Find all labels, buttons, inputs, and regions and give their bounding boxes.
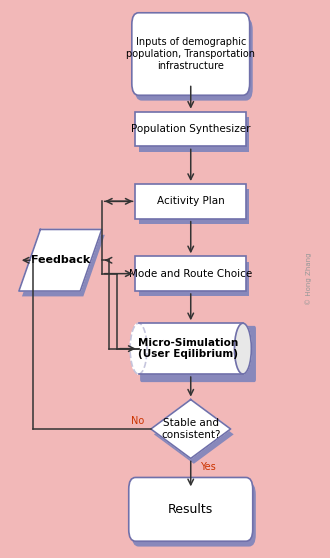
FancyBboxPatch shape [129,478,253,541]
Ellipse shape [130,323,147,374]
Text: © Hong Zhang: © Hong Zhang [306,253,312,305]
Polygon shape [151,400,231,459]
Bar [139,323,243,374]
Text: Population Synthesizer: Population Synthesizer [131,124,250,134]
Text: Acitivity Plan: Acitivity Plan [157,196,225,206]
Text: No: No [131,416,144,426]
Text: Stable and
consistent?: Stable and consistent? [161,418,220,440]
Polygon shape [22,235,105,296]
Polygon shape [19,229,102,291]
FancyBboxPatch shape [135,18,253,100]
Bar [136,112,246,146]
Text: Micro-Simulation
(User Eqilibrium): Micro-Simulation (User Eqilibrium) [138,338,238,359]
Bar [136,256,246,291]
Text: Feedback: Feedback [31,255,90,265]
Text: Yes: Yes [200,462,216,472]
Bar [139,189,249,224]
Bar [139,117,249,152]
FancyBboxPatch shape [140,326,256,382]
FancyBboxPatch shape [132,483,256,547]
Bar [136,184,246,219]
Bar [139,262,249,296]
Text: Results: Results [168,503,214,516]
Text: Inputs of demographic
population, Transportation
infrastructure: Inputs of demographic population, Transp… [126,37,255,71]
FancyBboxPatch shape [132,13,250,95]
Ellipse shape [235,323,251,374]
Polygon shape [154,405,234,464]
Text: Mode and Route Choice: Mode and Route Choice [129,268,252,278]
